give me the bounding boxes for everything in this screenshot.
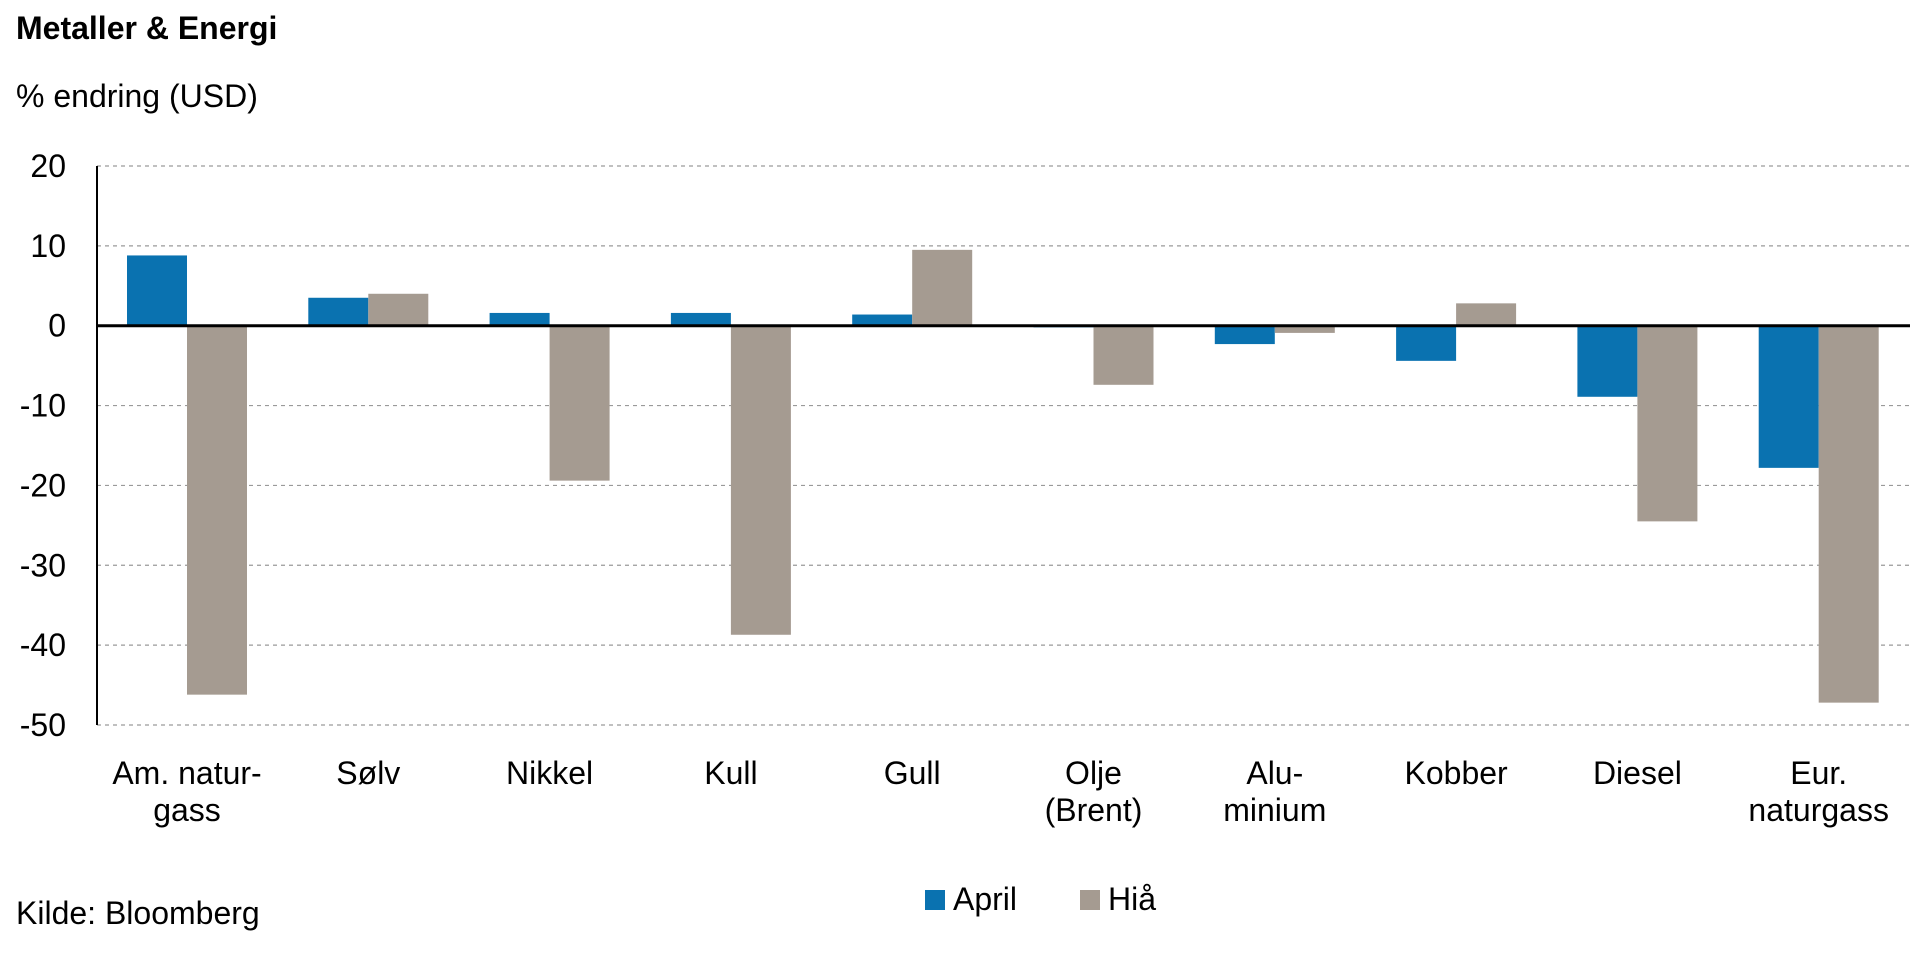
y-tick-label: -50 [20,707,66,743]
bar-april-9 [1758,325,1819,468]
x-category-label: Sølv [336,755,400,791]
bar-hi--6 [1274,325,1335,333]
bar-april-2 [489,312,550,326]
x-category-label: Kobber [1405,755,1509,791]
chart-subtitle: % endring (USD) [16,78,258,114]
bar-hi--9 [1818,325,1879,703]
x-category-label: Kull [704,755,757,791]
bar-hi--4 [912,249,973,326]
x-category-label: Nikkel [506,755,593,791]
bar-hi--3 [730,325,791,635]
bar-april-8 [1577,325,1638,397]
x-category-label: Gull [884,755,941,791]
bar-april-1 [308,297,369,326]
bar-april-4 [852,314,913,326]
chart-title: Metaller & Energi [16,10,278,46]
bar-april-0 [127,255,187,326]
x-category-label: Am. natur-gass [112,755,261,828]
y-tick-label: -30 [20,547,66,583]
y-tick-label: 10 [30,228,66,264]
x-category-label: Olje (Brent) [1045,755,1143,828]
y-tick-label: -20 [20,467,66,503]
legend-label: April [953,881,1017,917]
legend-swatch [925,890,945,910]
legend-label: Hiå [1108,881,1156,917]
y-tick-label: 20 [30,148,66,184]
bar-april-6 [1214,325,1275,345]
bar-hi--2 [549,325,610,481]
x-category-label: Alu-minium [1223,755,1326,828]
y-tick-label: 0 [48,308,66,344]
bar-hi--7 [1456,303,1517,326]
x-category-label: Eur. naturgass [1748,755,1889,828]
bar-hi--8 [1637,325,1698,522]
x-category-label: Diesel [1593,755,1682,791]
bar-hi--0 [187,325,247,695]
source-note: Kilde: Bloomberg [16,895,260,931]
bar-hi--1 [368,293,429,326]
legend-swatch [1080,890,1100,910]
bar-april-7 [1396,325,1457,361]
bar-april-3 [670,312,731,326]
y-tick-label: -10 [20,388,66,424]
bar-hi--5 [1093,325,1154,385]
y-tick-label: -40 [20,627,66,663]
